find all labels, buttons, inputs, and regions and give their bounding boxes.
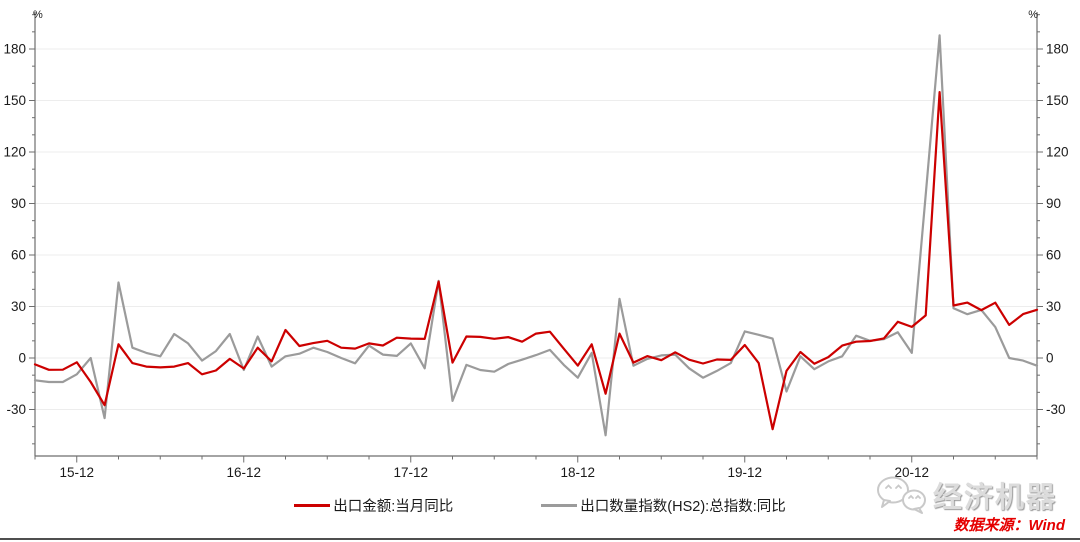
x-axis-tick-label: 19-12 xyxy=(727,465,762,480)
y-axis-tick-label-right: 120 xyxy=(1046,145,1069,160)
x-axis-tick-label: 16-12 xyxy=(226,465,261,480)
wechat-logo-icon xyxy=(877,476,926,514)
y-axis-tick-label-left: 150 xyxy=(3,93,26,108)
y-axis-tick-label-right: 90 xyxy=(1046,196,1061,211)
legend-label-export-value: 出口金额:当月同比 xyxy=(333,499,454,515)
y-axis-tick-label-right: 60 xyxy=(1046,248,1061,263)
y-axis-tick-label-right: 30 xyxy=(1046,299,1061,314)
y-axis-unit-right: % xyxy=(1028,9,1038,21)
y-axis-tick-label-left: 90 xyxy=(11,196,26,211)
legend-label-quantity-index: 出口数量指数(HS2):总指数:同比 xyxy=(580,499,786,515)
x-axis-tick-label: 20-12 xyxy=(894,465,929,480)
y-axis-tick-label-left: 180 xyxy=(3,42,26,57)
red-line-swatch xyxy=(294,504,331,507)
x-axis-tick-label: 17-12 xyxy=(393,465,428,480)
y-axis-tick-label-left: -30 xyxy=(6,402,26,417)
series-line-1 xyxy=(33,34,1039,437)
x-axis-tick-label: 15-12 xyxy=(59,465,94,480)
legend-item-export-value: 出口金额:当月同比 xyxy=(294,495,453,516)
y-axis-tick-label-left: 60 xyxy=(11,248,26,263)
legend-item-quantity-index: 出口数量指数(HS2):总指数:同比 xyxy=(541,495,786,516)
y-axis-tick-label-right: -30 xyxy=(1046,402,1066,417)
y-axis-unit-left: % xyxy=(33,9,43,21)
y-axis-tick-label-right: 150 xyxy=(1046,93,1069,108)
brand-watermark: 经济机器 xyxy=(874,474,1057,516)
data-source-note: 数据来源：Wind xyxy=(953,517,1065,534)
y-axis-tick-label-left: 30 xyxy=(11,299,26,314)
brand-name: 经济机器 xyxy=(933,482,1058,514)
y-axis-tick-label-right: 0 xyxy=(1046,351,1054,366)
gray-line-swatch xyxy=(541,504,578,507)
x-axis-tick-label: 18-12 xyxy=(560,465,595,480)
y-axis-tick-label-right: 180 xyxy=(1046,42,1069,57)
y-axis-tick-label-left: 120 xyxy=(3,145,26,160)
bottom-border-line xyxy=(0,538,1080,540)
chart-legend: 出口金额:当月同比 出口数量指数(HS2):总指数:同比 xyxy=(0,495,1080,516)
y-axis-tick-label-left: 0 xyxy=(18,351,26,366)
series-line-0 xyxy=(33,90,1039,431)
